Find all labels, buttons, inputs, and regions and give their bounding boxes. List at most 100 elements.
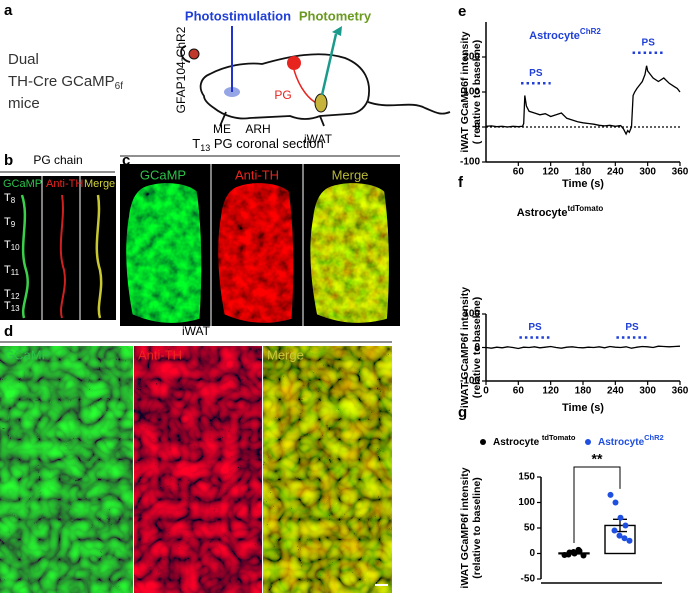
legend-entry: Astrocyte tdTomato xyxy=(493,433,576,448)
subscript: 10 xyxy=(11,243,20,252)
micrograph xyxy=(310,183,389,323)
legend-entry: Astrocyte xyxy=(493,437,542,448)
image-chain xyxy=(59,194,66,319)
superscript: ChR2 xyxy=(644,433,664,442)
chart-title: Astrocyte xyxy=(517,207,568,219)
y-axis-label: iWAT GCaMP6f intensity xyxy=(459,287,471,408)
legend-entry: Astrocyte xyxy=(598,437,645,448)
panel-title: PG chain xyxy=(33,153,82,167)
chart-title: Astrocyte xyxy=(529,30,580,42)
annotation: PS xyxy=(625,322,639,333)
y-tick-label: 100 xyxy=(518,497,535,508)
image-chain xyxy=(95,194,103,319)
panel-letter: g xyxy=(458,404,467,421)
data-point xyxy=(616,532,623,539)
panel-letter: d xyxy=(4,323,13,340)
subscript: 13 xyxy=(200,143,210,153)
x-tick-label: 360 xyxy=(672,386,689,397)
y-axis-label: iWAT GCaMP6f intensity xyxy=(459,467,471,588)
channel-label: GCaMP xyxy=(140,167,186,182)
pg-nerve xyxy=(293,69,319,105)
y-tick-label: -100 xyxy=(460,157,480,168)
x-tick-label: 60 xyxy=(513,167,525,178)
y-tick-label: -100 xyxy=(460,376,480,387)
x-tick-label: 120 xyxy=(542,386,559,397)
x-tick-label: 0 xyxy=(483,386,489,397)
diagram-label: iWAT xyxy=(304,132,333,146)
superscript: tdTomato xyxy=(542,433,576,442)
panel-letter: b xyxy=(4,152,13,169)
x-tick-label: 240 xyxy=(607,167,624,178)
data-point xyxy=(570,548,577,555)
data-point xyxy=(626,537,633,544)
level-label: T11 xyxy=(4,264,20,277)
subscript: 11 xyxy=(11,268,20,277)
y-axis-label: (relative to baseline) xyxy=(471,477,483,579)
level-label: T12 xyxy=(4,288,20,301)
mouse-diagram xyxy=(180,45,451,127)
y-tick-label: 0 xyxy=(529,548,535,559)
x-axis-label: Time (s) xyxy=(562,178,604,190)
x-tick-label: 360 xyxy=(672,167,689,178)
implant xyxy=(188,48,200,60)
x-tick-label: 180 xyxy=(575,167,592,178)
subscript: 8 xyxy=(11,196,16,205)
mouse-line: mice xyxy=(8,95,40,112)
x-tick-label: 120 xyxy=(542,167,559,178)
panel-title: PG coronal section xyxy=(210,136,323,151)
fiber xyxy=(180,45,191,63)
y-tick-label: 200 xyxy=(463,52,480,63)
y-tick-label: 100 xyxy=(463,309,480,320)
channel-label: Merge xyxy=(267,347,304,362)
data-point xyxy=(612,499,619,506)
mouse-line: TH-Cre GCaMP xyxy=(8,73,115,90)
x-tick-label: 300 xyxy=(639,167,656,178)
annotation: PS xyxy=(528,322,542,333)
legend-marker xyxy=(480,439,486,445)
data-point xyxy=(611,527,618,534)
superscript: ChR2 xyxy=(580,27,601,36)
x-tick-label: 180 xyxy=(575,386,592,397)
level-label: T xyxy=(4,216,11,228)
channel-label: Anti-TH xyxy=(138,347,182,362)
diagram-label: Photostimulation xyxy=(185,8,291,23)
annotation: PS xyxy=(642,37,656,48)
panel-letter: e xyxy=(458,3,466,20)
micrograph xyxy=(0,346,133,593)
image-chain xyxy=(20,194,29,319)
channel-label: Merge xyxy=(332,167,369,182)
level-label: T xyxy=(4,264,11,276)
x-tick-label: 300 xyxy=(639,386,656,397)
significance: ** xyxy=(592,451,603,467)
y-tick-label: 50 xyxy=(524,523,536,534)
channel-label: GCaMP xyxy=(4,347,50,362)
chart-title: AstrocytetdTomato xyxy=(517,204,604,219)
level-label: T xyxy=(4,239,11,251)
subscript: 9 xyxy=(11,220,16,229)
data-point xyxy=(565,551,572,558)
data-point xyxy=(621,535,628,542)
mouse-tail xyxy=(367,101,451,115)
data-point xyxy=(607,491,614,498)
diagram-label: Photometry xyxy=(299,8,372,23)
panel-title: T xyxy=(192,136,200,151)
data-point xyxy=(622,522,629,529)
subscript: 12 xyxy=(11,292,20,301)
legend-marker xyxy=(585,439,591,445)
panel-title: T13 PG coronal section xyxy=(192,136,323,153)
chart-title: AstrocyteChR2 xyxy=(529,27,601,42)
y-tick-label: 100 xyxy=(463,87,480,98)
panel-letter: c xyxy=(122,152,130,169)
diagram-label: PG xyxy=(274,88,291,102)
channel-label: Anti-TH xyxy=(235,167,279,182)
mouse-line: Dual xyxy=(8,51,39,68)
arrow-head xyxy=(332,26,342,36)
y-tick-label: 0 xyxy=(474,122,480,133)
level-label: T9 xyxy=(4,216,16,229)
panel-letter: a xyxy=(4,2,13,19)
line-series xyxy=(485,65,681,136)
level-label: T10 xyxy=(4,239,20,252)
